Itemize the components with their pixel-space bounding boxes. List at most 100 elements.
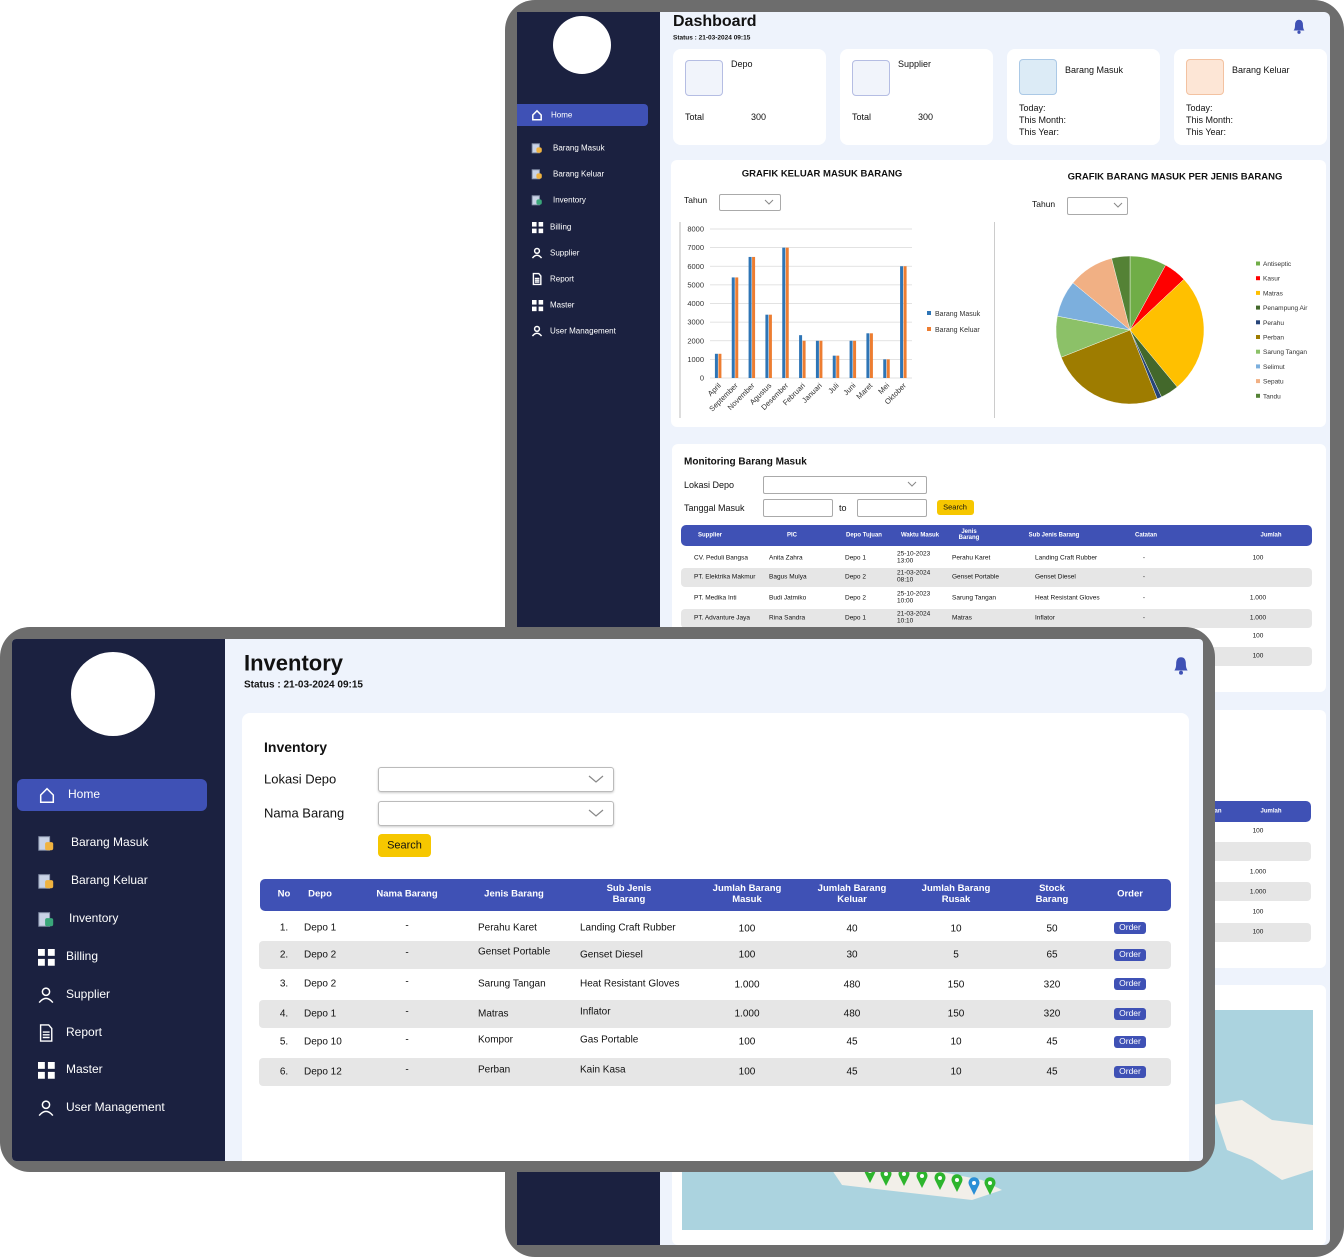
order-button[interactable] bbox=[1114, 949, 1146, 961]
menu-item[interactable]: Home bbox=[68, 787, 101, 802]
order-button[interactable] bbox=[1114, 978, 1146, 990]
menu-active[interactable] bbox=[517, 104, 648, 126]
table-cell: 1.000 bbox=[1249, 888, 1267, 896]
filter-select[interactable] bbox=[719, 194, 781, 211]
column-header: Depo Tujuan bbox=[846, 532, 882, 539]
land bbox=[1212, 1100, 1313, 1180]
icon-shape bbox=[45, 880, 54, 889]
table-cell: 25-10-2023 10:00 bbox=[897, 590, 931, 605]
menu-item[interactable]: Home bbox=[551, 110, 573, 120]
menu-item[interactable]: User Management bbox=[66, 1100, 165, 1115]
bar bbox=[785, 247, 789, 378]
table-cell: 21-03-2024 10:10 bbox=[897, 610, 931, 625]
bar bbox=[866, 333, 870, 378]
legend-swatch bbox=[1256, 290, 1260, 295]
legend-swatch bbox=[1256, 349, 1260, 354]
search-button[interactable] bbox=[937, 500, 974, 515]
card-title: Barang Keluar bbox=[1232, 64, 1290, 75]
menu-item[interactable]: Billing bbox=[66, 949, 99, 964]
order-button-label[interactable]: Order bbox=[1119, 1008, 1141, 1019]
field-label: Lokasi Depo bbox=[684, 479, 735, 490]
menu-item[interactable]: Barang Keluar bbox=[71, 873, 148, 888]
order-button[interactable] bbox=[1114, 1008, 1146, 1020]
table-header bbox=[260, 879, 1171, 911]
y-tick-label: 0 bbox=[700, 374, 704, 383]
map-pin bbox=[984, 1177, 996, 1195]
menu-item[interactable]: Billing bbox=[550, 222, 572, 232]
order-button[interactable] bbox=[1114, 1036, 1146, 1048]
column-header: No bbox=[277, 888, 291, 900]
order-button[interactable] bbox=[1114, 1066, 1146, 1078]
column-header: Jumlah Barang Masuk bbox=[712, 883, 782, 905]
menu-item[interactable]: Supplier bbox=[66, 987, 111, 1002]
select-input[interactable] bbox=[763, 476, 927, 494]
icon-shape bbox=[47, 1062, 55, 1069]
date-input[interactable] bbox=[763, 499, 833, 517]
menu-item[interactable]: Supplier bbox=[550, 248, 580, 258]
search-button-label[interactable]: Search bbox=[387, 839, 422, 852]
search-button[interactable] bbox=[378, 834, 431, 857]
date-input[interactable] bbox=[857, 499, 927, 517]
table-cell: Inflator bbox=[1035, 614, 1055, 622]
legend-label: Barang Masuk bbox=[935, 311, 981, 318]
table-cell: Landing Craft Rubber bbox=[1035, 554, 1098, 562]
menu-item[interactable]: Report bbox=[550, 274, 575, 284]
order-button-label[interactable]: Order bbox=[1119, 922, 1141, 933]
select-input[interactable] bbox=[378, 767, 614, 792]
filter-label: Tahun bbox=[1032, 199, 1056, 210]
search-button-label[interactable]: Search bbox=[943, 502, 967, 512]
menu-item[interactable]: Barang Masuk bbox=[71, 835, 149, 850]
y-tick-label: 8000 bbox=[687, 225, 704, 234]
select-input[interactable] bbox=[378, 801, 614, 826]
card-title: Depo bbox=[731, 58, 753, 69]
icon-shape bbox=[45, 918, 54, 927]
menu-item[interactable]: Inventory bbox=[69, 911, 119, 926]
pie-slice bbox=[1111, 255, 1131, 331]
menu-item[interactable]: Barang Keluar bbox=[553, 169, 605, 179]
column-header: Nama Barang bbox=[376, 888, 438, 900]
bell bbox=[1293, 19, 1305, 31]
order-button-label[interactable]: Order bbox=[1119, 1036, 1141, 1047]
table-cell: - bbox=[405, 920, 409, 932]
table-cell: Kain Kasa bbox=[580, 1064, 626, 1076]
menu-icon bbox=[532, 272, 542, 286]
table-cell: 65 bbox=[1046, 949, 1058, 961]
field-label: Lokasi Depo bbox=[264, 771, 337, 787]
card-icon bbox=[852, 60, 890, 96]
menu-item[interactable]: Master bbox=[66, 1062, 103, 1077]
bar bbox=[752, 256, 756, 378]
chevron bbox=[1113, 202, 1123, 208]
pie-slice bbox=[1060, 329, 1158, 405]
menu-item[interactable]: Inventory bbox=[553, 195, 586, 205]
menu-icon bbox=[38, 874, 54, 889]
menu-item[interactable]: Report bbox=[66, 1025, 103, 1040]
chart-title: GRAFIK BARANG MASUK PER JENIS BARANG bbox=[1067, 171, 1283, 183]
table-cell: 100 bbox=[738, 923, 756, 935]
order-button[interactable] bbox=[1114, 922, 1146, 934]
order-button-label[interactable]: Order bbox=[1119, 949, 1141, 960]
table-cell: 45 bbox=[846, 1036, 858, 1048]
menu-icon bbox=[532, 222, 544, 234]
menu-icon bbox=[39, 787, 55, 803]
table-cell: 2. bbox=[279, 949, 289, 961]
menu-item[interactable]: Barang Masuk bbox=[553, 143, 605, 153]
menu-item[interactable]: Master bbox=[550, 300, 575, 310]
card-value: 300 bbox=[918, 111, 934, 122]
menu-item[interactable]: User Management bbox=[550, 326, 616, 336]
y-tick-label: 1000 bbox=[687, 355, 704, 364]
menu-active[interactable] bbox=[17, 779, 207, 811]
order-button-label[interactable]: Order bbox=[1119, 1066, 1141, 1077]
card-title: Supplier bbox=[898, 58, 932, 69]
filter-select[interactable] bbox=[1067, 197, 1128, 215]
bar bbox=[782, 247, 786, 378]
table-cell: Rina Sandra bbox=[769, 614, 806, 622]
icon-shape bbox=[39, 787, 55, 803]
menu-icon bbox=[531, 195, 542, 206]
bar bbox=[768, 314, 772, 378]
menu-icon bbox=[38, 987, 54, 1004]
card-label: Total bbox=[852, 111, 872, 122]
dropdown-chevron bbox=[1113, 202, 1123, 208]
order-button-label[interactable]: Order bbox=[1119, 978, 1141, 989]
row-band bbox=[259, 941, 1171, 969]
legend-swatch bbox=[1256, 335, 1260, 339]
